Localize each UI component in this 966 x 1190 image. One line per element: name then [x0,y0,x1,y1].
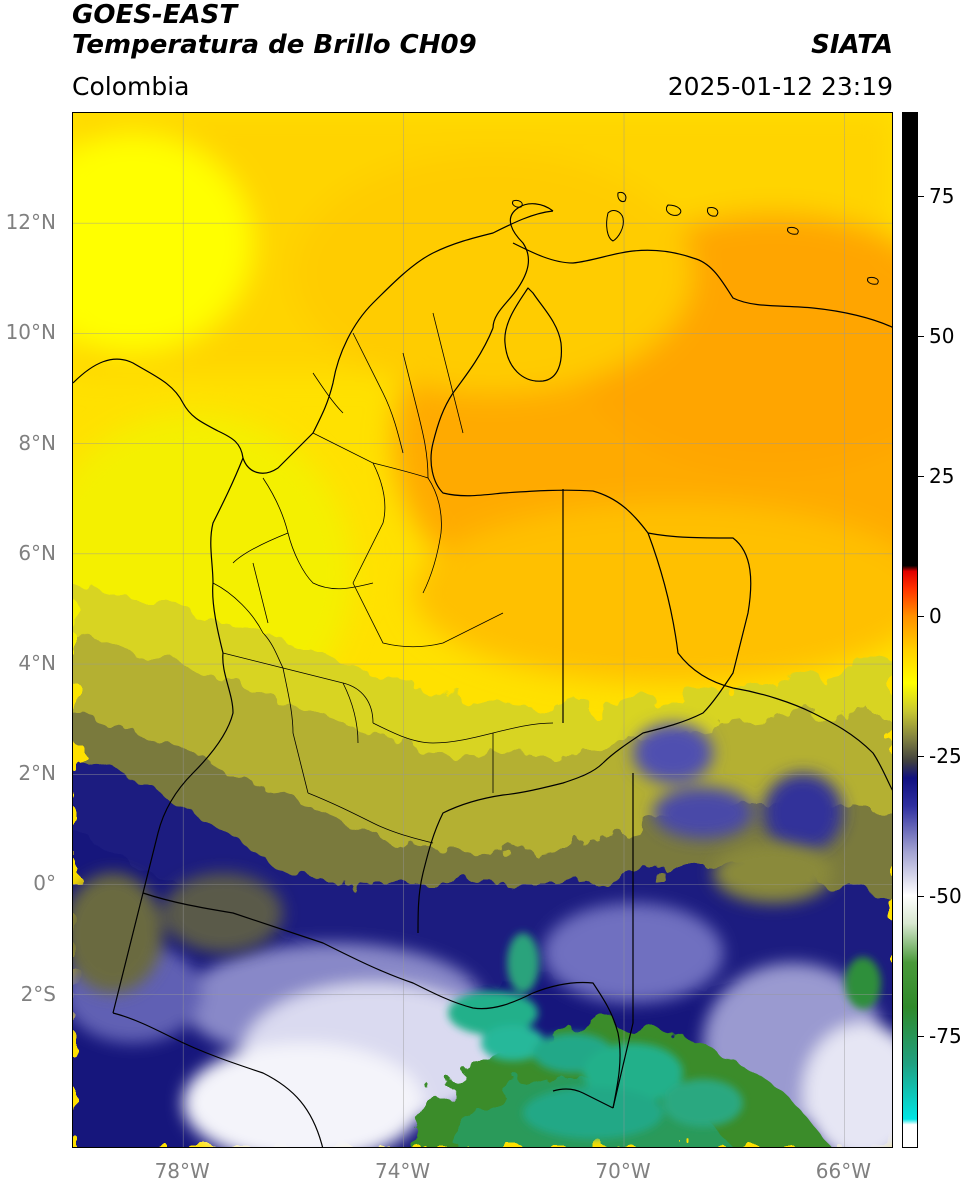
lon-label-1: 74°W [374,1159,431,1183]
colorbar-tick-1 [918,336,924,337]
lat-label-5: 2°N [18,761,56,786]
region-label: Colombia [72,72,190,101]
coastlines-borders [73,203,892,1147]
colorbar-label-2: 25 [929,464,955,488]
satellite-title: GOES-EAST [72,0,238,30]
colorbar-tick-2 [918,476,924,477]
lat-label-1: 10°N [5,320,56,345]
lat-label-0: 12°N [5,210,56,235]
lat-label-2: 8°N [18,430,56,455]
lake-maracaibo [504,287,563,382]
graticule [73,113,892,1147]
colorbar-tick-4 [918,756,924,757]
lon-label-0: 78°W [154,1159,210,1183]
field-warm-north [73,113,892,733]
colorbar-label-3: 0 [929,604,942,628]
colombia-brazil-border [417,762,604,934]
lat-label-7: 2°S [20,981,56,1006]
colorbar-tick-6 [918,1036,924,1037]
agency-label: SIATA [811,30,893,60]
department-borders [212,312,554,844]
lat-label-6: 0° [33,871,56,896]
colorbar-label-0: 75 [929,184,955,208]
field-teal-cells [448,933,881,1139]
colorbar-tick-0 [918,196,924,197]
vertical-border-meridian [612,773,634,1109]
lon-label-2: 70°W [595,1159,651,1183]
colombia-pacific-coast [112,457,244,1014]
peru-ecuador-border [112,1012,324,1147]
brazil-venezuela-border [647,532,892,791]
venezuela-coast [512,242,892,328]
map-panel [72,112,893,1148]
colorbar-label-6: -75 [929,1024,962,1048]
colorbar-label-5: -50 [929,884,962,908]
colorbar-tick-3 [918,616,924,617]
peru-brazil-border [552,1088,614,1109]
lat-label-4: 4°N [18,651,56,676]
lon-label-3: 66°W [815,1159,872,1183]
brightness-temperature-map [73,113,892,1147]
datetime-label: 2025-01-12 23:19 [667,72,893,101]
colorbar-label-1: 50 [929,324,955,348]
field-cold-tops [73,723,892,1147]
colorbar-label-4: -25 [929,744,962,768]
caribbean-islands [512,192,879,285]
product-title: Temperatura de Brillo CH09 [72,30,477,60]
colombia-caribbean-coast [73,210,554,474]
colombia-southern-border [142,892,621,1109]
temperature-colorbar [902,112,918,1148]
colorbar-tick-5 [918,896,924,897]
guajira-peninsula [492,203,554,329]
lat-label-3: 6°N [18,540,56,565]
